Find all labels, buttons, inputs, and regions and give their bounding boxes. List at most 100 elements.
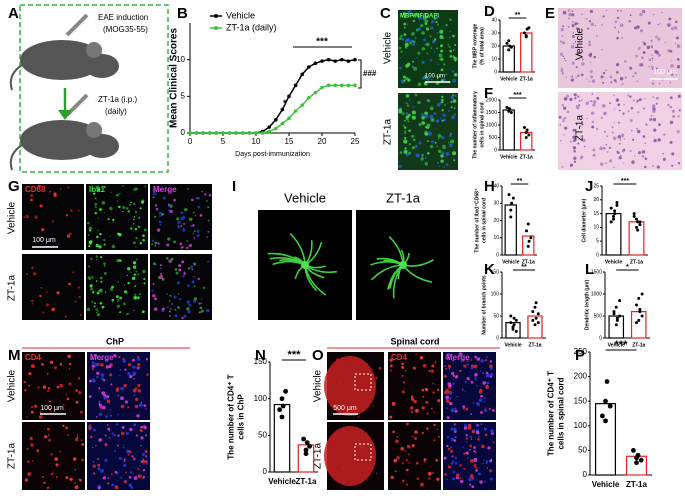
cell — [95, 243, 99, 248]
cell — [120, 386, 124, 391]
legend-entry: Vehicle — [226, 10, 255, 20]
cell — [115, 295, 119, 298]
cell — [208, 193, 212, 197]
cell — [655, 96, 659, 100]
cell — [580, 99, 583, 102]
cell — [445, 73, 448, 76]
cell — [90, 286, 92, 288]
cell — [88, 226, 93, 231]
cell — [450, 449, 454, 453]
cell — [143, 277, 146, 281]
cell — [618, 142, 621, 145]
cell — [571, 13, 575, 17]
cell — [605, 162, 607, 165]
cell — [642, 51, 646, 54]
cell — [402, 381, 405, 384]
cell — [91, 361, 95, 365]
cell — [145, 434, 148, 437]
cell — [577, 142, 580, 145]
cell — [415, 353, 417, 356]
cell — [578, 104, 581, 107]
bar — [504, 204, 517, 256]
cell — [131, 358, 135, 362]
cell — [418, 122, 422, 127]
cell — [447, 352, 451, 357]
y-axis-label: The MBP coverage — [472, 23, 478, 68]
cell — [582, 33, 584, 35]
cell — [400, 50, 403, 53]
cell — [429, 144, 434, 149]
cell — [445, 152, 450, 156]
cell — [452, 55, 455, 57]
cell — [450, 95, 455, 100]
micrograph — [558, 8, 682, 88]
cell — [410, 410, 414, 414]
cell — [132, 371, 137, 376]
cell — [631, 160, 635, 164]
cell — [621, 149, 625, 153]
data-point — [612, 214, 615, 218]
cell — [98, 402, 101, 405]
cell — [448, 36, 451, 39]
cell — [678, 109, 681, 112]
cell — [168, 300, 171, 302]
cell — [111, 244, 116, 249]
y-tick-label: 30 — [493, 201, 499, 207]
cell — [177, 293, 180, 295]
cell — [94, 202, 98, 206]
cell — [122, 210, 124, 213]
cell — [98, 245, 102, 249]
x-axis-label: Days post-immunization — [235, 151, 310, 158]
cell — [106, 423, 109, 426]
cell — [139, 241, 143, 245]
cell — [563, 134, 565, 136]
cell — [467, 360, 470, 363]
cell — [435, 119, 440, 123]
data-point — [604, 379, 610, 384]
cell — [167, 203, 170, 206]
cell — [562, 41, 566, 45]
data-point — [526, 222, 530, 226]
cell — [201, 190, 203, 193]
cell — [40, 287, 43, 289]
cell — [62, 424, 65, 427]
cell — [128, 483, 132, 487]
point — [280, 107, 285, 112]
data-point — [509, 208, 513, 212]
cell — [183, 314, 187, 318]
cell — [628, 20, 631, 23]
cell — [447, 447, 451, 451]
cell — [421, 76, 425, 80]
cell — [653, 139, 657, 143]
cell — [434, 361, 437, 364]
data-point — [526, 244, 530, 248]
cell — [78, 391, 82, 395]
cell — [166, 243, 170, 247]
cell — [375, 472, 378, 475]
cell — [171, 302, 174, 305]
y-axis-label: Cell diameter (μm) — [581, 198, 587, 242]
cell — [634, 71, 637, 75]
panel-letter: O — [312, 347, 324, 364]
cell — [43, 435, 48, 439]
cell — [187, 267, 191, 270]
cell — [572, 139, 576, 143]
cell — [193, 297, 198, 301]
cell — [103, 265, 106, 267]
cell — [410, 397, 414, 401]
cell — [452, 477, 456, 481]
cell — [617, 31, 620, 33]
micrograph — [22, 422, 85, 490]
cell — [52, 472, 54, 474]
cell — [97, 289, 101, 293]
cell — [434, 141, 437, 144]
cell — [126, 432, 129, 436]
cell — [403, 22, 407, 26]
cell — [47, 387, 51, 390]
cell — [50, 472, 53, 476]
cell — [93, 380, 96, 383]
cell — [573, 160, 577, 163]
cell — [588, 20, 592, 23]
cell — [24, 478, 29, 482]
cell — [437, 63, 439, 66]
